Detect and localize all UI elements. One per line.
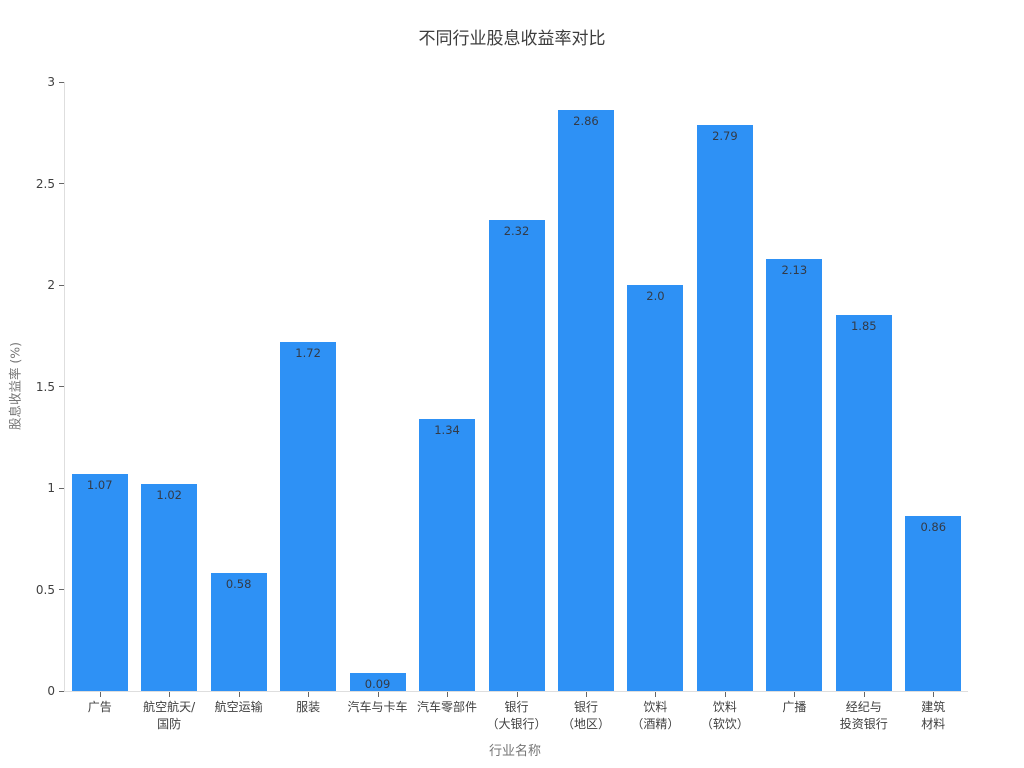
chart-title: 不同行业股息收益率对比 (418, 29, 606, 49)
x-tick-mark (99, 692, 101, 697)
bar (349, 672, 406, 691)
y-tick-mark (59, 589, 64, 590)
bar-value-label: 0.86 (920, 520, 947, 535)
bar (419, 418, 476, 691)
y-tick-mark (59, 690, 64, 692)
bar-value-label: 2.13 (781, 262, 808, 277)
x-tick-label: 建筑材料 (921, 700, 946, 732)
y-tick-label: 2.5 (35, 176, 55, 191)
y-tick-label: 2 (47, 278, 55, 292)
x-tick-label: 汽车零部件 (417, 700, 478, 714)
bar-value-label: 2.86 (573, 114, 599, 129)
bar (488, 220, 545, 691)
y-tick-mark (59, 284, 64, 286)
x-tick-label: 银行 （地区） (561, 700, 610, 732)
x-tick-mark (794, 692, 796, 697)
bar-value-label: 1.07 (86, 477, 113, 492)
x-tick-label: 服装 (296, 700, 321, 714)
y-tick-label: 3 (47, 75, 55, 89)
x-tick-label: 饮料 （酒精） (631, 700, 680, 732)
bar (71, 473, 128, 691)
plot-area: 0 0.5 1 1.5 2 2.5 3 1.07 广告 1.02 航空航天/ 国防 0.58 航空运输 1… (36, 75, 968, 731)
bar (280, 341, 337, 691)
y-tick-label: 1.5 (35, 379, 55, 394)
x-tick-mark (585, 692, 587, 697)
x-tick-mark (447, 692, 449, 697)
x-tick-label: 航空运输 (214, 700, 263, 714)
bar-value-label: 0.58 (225, 577, 252, 592)
bar-value-label: 2.32 (503, 224, 530, 239)
bar-value-label: 1.34 (434, 422, 460, 437)
y-tick-label: 1 (47, 481, 55, 495)
y-tick-label: 0 (47, 684, 55, 698)
y-tick-mark (59, 183, 64, 184)
x-tick-label: 饮料 （软饮） (700, 700, 749, 732)
x-tick-mark (516, 692, 518, 697)
bar (141, 483, 198, 691)
bar (835, 315, 892, 691)
y-tick-mark (59, 81, 64, 83)
bar (905, 516, 962, 691)
x-tick-label: 汽车与卡车 (347, 700, 408, 714)
x-tick-mark (863, 692, 865, 697)
bar (557, 110, 614, 691)
bar-value-label: 2.0 (646, 289, 665, 303)
x-axis-title: 行业名称 (488, 744, 542, 759)
bar-value-label: 0.09 (364, 676, 391, 691)
y-tick-mark (59, 386, 64, 387)
bar-value-label: 1.85 (850, 319, 877, 334)
x-tick-label: 经纪与 投资银行 (839, 700, 888, 732)
x-tick-label: 广播 (782, 700, 807, 714)
x-tick-mark (377, 692, 379, 697)
x-tick-mark (933, 692, 935, 697)
bar-value-label: 1.02 (156, 487, 182, 502)
bar (696, 124, 753, 691)
bar (766, 258, 823, 691)
x-tick-mark (655, 692, 657, 697)
bar-value-label: 2.79 (712, 128, 738, 143)
x-tick-mark (308, 692, 310, 697)
x-tick-label: 广告 (87, 700, 112, 714)
bar-value-label: 1.72 (295, 345, 321, 360)
x-tick-mark (238, 692, 240, 697)
x-tick-mark (724, 692, 726, 697)
x-tick-label: 航空航天/ 国防 (143, 700, 196, 732)
y-tick-label: 0.5 (35, 582, 55, 597)
x-tick-label: 银行 （大银行） (486, 700, 547, 732)
bar (627, 285, 684, 691)
x-tick-mark (169, 692, 171, 697)
y-tick-mark (59, 487, 64, 489)
bar (210, 573, 267, 691)
